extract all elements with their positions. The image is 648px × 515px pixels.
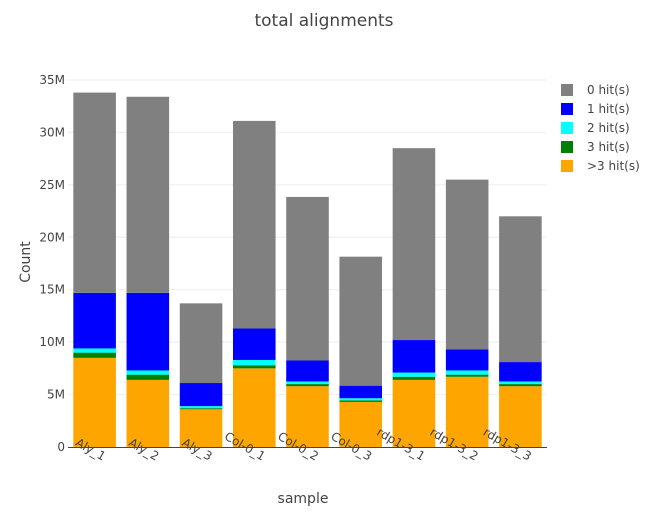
chart-title: total alignments xyxy=(254,11,393,31)
bar-segment-0-hit-s--aly_3[interactable] xyxy=(179,303,223,384)
bar-segment--3-hit-s--col-0_1[interactable] xyxy=(232,368,276,447)
bar-segment-0-hit-s--rdp1-3_3[interactable] xyxy=(499,216,542,363)
legend-swatch[interactable] xyxy=(561,160,573,172)
bar-segment-3-hit-s--rdp1-3_1[interactable] xyxy=(392,376,436,380)
y-tick-label: 0 xyxy=(57,440,65,454)
bar-segment-3-hit-s--aly_1[interactable] xyxy=(73,352,116,358)
bar-segment-1-hit-s--aly_3[interactable] xyxy=(179,383,223,407)
legend-swatch[interactable] xyxy=(561,84,573,96)
bar-segment--3-hit-s--col-0_3[interactable] xyxy=(339,401,383,447)
legend-label[interactable]: >3 hit(s) xyxy=(587,159,640,173)
y-tick-label: 20M xyxy=(39,230,65,244)
bar-segment-0-hit-s--col-0_3[interactable] xyxy=(339,256,383,386)
bar-segment-2-hit-s--aly_2[interactable] xyxy=(126,370,170,375)
y-axis-title: Count xyxy=(18,241,34,283)
bar-segment-1-hit-s--col-0_2[interactable] xyxy=(286,360,329,382)
bar-segment-3-hit-s--col-0_3[interactable] xyxy=(339,400,383,402)
y-tick-label: 10M xyxy=(39,335,65,349)
bar-segment--3-hit-s--aly_3[interactable] xyxy=(179,409,223,447)
bar-segment-0-hit-s--aly_2[interactable] xyxy=(126,96,170,293)
bar-segment-2-hit-s--rdp1-3_3[interactable] xyxy=(499,381,542,385)
bar-segment-1-hit-s--col-0_1[interactable] xyxy=(232,328,276,360)
bar-segment-2-hit-s--col-0_3[interactable] xyxy=(339,398,383,401)
bar-segment-3-hit-s--rdp1-3_3[interactable] xyxy=(499,384,542,387)
bars xyxy=(73,92,542,447)
bar-segment--3-hit-s--col-0_2[interactable] xyxy=(286,386,329,447)
bar-segment-2-hit-s--rdp1-3_1[interactable] xyxy=(392,372,436,377)
bar-segment--3-hit-s--rdp1-3_3[interactable] xyxy=(499,386,542,447)
bar-segment-1-hit-s--aly_2[interactable] xyxy=(126,292,170,371)
bar-segment-1-hit-s--rdp1-3_2[interactable] xyxy=(445,349,489,371)
legend-label[interactable]: 1 hit(s) xyxy=(587,102,630,116)
bar-segment--3-hit-s--rdp1-3_2[interactable] xyxy=(445,376,489,447)
bar-segment-3-hit-s--aly_3[interactable] xyxy=(179,408,223,410)
bar-segment-2-hit-s--col-0_2[interactable] xyxy=(286,381,329,385)
legend-label[interactable]: 2 hit(s) xyxy=(587,121,630,135)
bar-segment-2-hit-s--aly_1[interactable] xyxy=(73,348,116,353)
bar-segment-2-hit-s--aly_3[interactable] xyxy=(179,406,223,409)
bar-segment-0-hit-s--col-0_2[interactable] xyxy=(286,196,329,361)
bar-segment-3-hit-s--aly_2[interactable] xyxy=(126,374,170,380)
bar-segment-0-hit-s--rdp1-3_2[interactable] xyxy=(445,179,489,350)
bar-segment-1-hit-s--aly_1[interactable] xyxy=(73,292,116,349)
y-tick-label: 5M xyxy=(47,388,65,402)
bar-segment-2-hit-s--col-0_1[interactable] xyxy=(232,359,276,366)
y-tick-labels: 0 5M 10M 15M 20M 25M 30M 35M xyxy=(39,73,65,454)
bar-segment-1-hit-s--rdp1-3_1[interactable] xyxy=(392,340,436,373)
legend-label[interactable]: 0 hit(s) xyxy=(587,83,630,97)
bar-segment-0-hit-s--rdp1-3_1[interactable] xyxy=(392,148,436,341)
bar-segment--3-hit-s--aly_2[interactable] xyxy=(126,379,170,447)
bar-segment-1-hit-s--col-0_3[interactable] xyxy=(339,385,383,399)
bar-segment-2-hit-s--rdp1-3_2[interactable] xyxy=(445,370,489,375)
y-tick-label: 30M xyxy=(39,125,65,139)
legend-label[interactable]: 3 hit(s) xyxy=(587,140,630,154)
bar-segment--3-hit-s--aly_1[interactable] xyxy=(73,357,116,447)
y-tick-label: 25M xyxy=(39,178,65,192)
bar-segment--3-hit-s--rdp1-3_1[interactable] xyxy=(392,379,436,447)
bar-segment-1-hit-s--rdp1-3_3[interactable] xyxy=(499,362,542,382)
bar-segment-3-hit-s--rdp1-3_2[interactable] xyxy=(445,374,489,377)
bar-segment-3-hit-s--col-0_2[interactable] xyxy=(286,384,329,387)
legend-swatch[interactable] xyxy=(561,141,573,153)
bar-segment-0-hit-s--col-0_1[interactable] xyxy=(232,120,276,329)
legend-swatch[interactable] xyxy=(561,122,573,134)
legend[interactable]: 0 hit(s) 1 hit(s) 2 hit(s) 3 hit(s) >3 hit(s… xyxy=(561,83,640,173)
bar-segment-3-hit-s--col-0_1[interactable] xyxy=(232,365,276,369)
y-tick-label: 15M xyxy=(39,283,65,297)
y-tick-label: 35M xyxy=(39,73,65,87)
bar-segment-0-hit-s--aly_1[interactable] xyxy=(73,92,116,293)
x-axis-title: sample xyxy=(278,491,329,507)
legend-swatch[interactable] xyxy=(561,103,573,115)
